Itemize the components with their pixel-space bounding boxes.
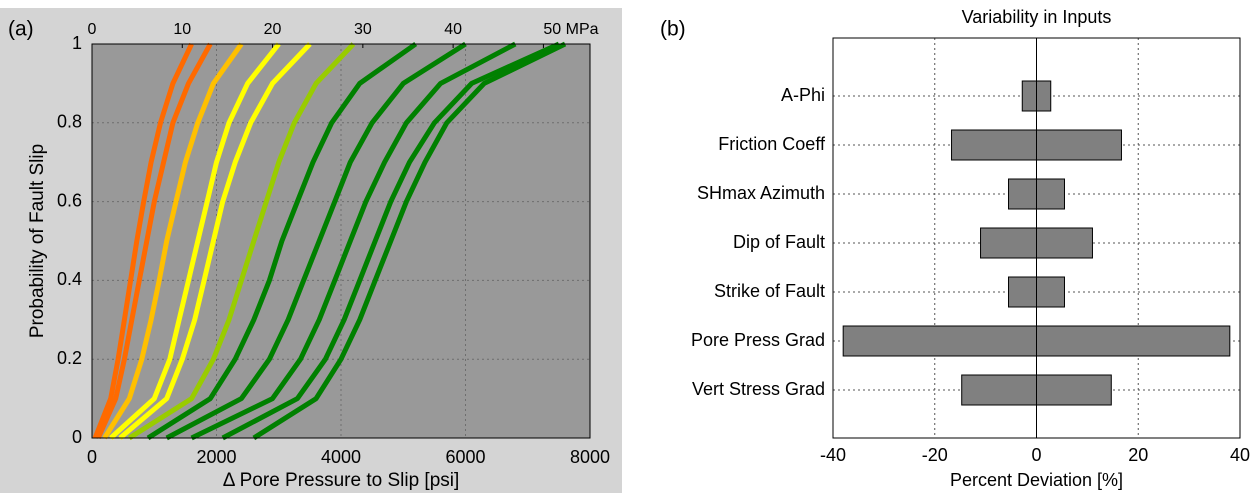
cdf-line bbox=[190, 41, 517, 441]
top-tick-label: 10 bbox=[173, 21, 191, 38]
bar bbox=[842, 325, 1037, 357]
cdf-line bbox=[127, 42, 356, 441]
panel-label: (a) bbox=[8, 18, 34, 41]
x-tick-label: 6000 bbox=[445, 447, 485, 467]
x-tick-label: -40 bbox=[820, 445, 846, 465]
cdf-line bbox=[221, 41, 560, 441]
category-label: Dip of Fault bbox=[733, 232, 825, 252]
x-tick-label: 0 bbox=[1031, 445, 1041, 465]
cdf-line bbox=[95, 42, 213, 440]
cdf-line bbox=[92, 42, 194, 439]
y-tick-label: 0.2 bbox=[57, 348, 82, 368]
y-tick-label: 0 bbox=[72, 427, 82, 447]
bar bbox=[951, 129, 1038, 161]
y-tick-label: 0.4 bbox=[57, 269, 82, 289]
cdf-line bbox=[252, 41, 567, 441]
cdf-line bbox=[118, 42, 312, 440]
category-label: SHmax Azimuth bbox=[697, 183, 825, 203]
bar bbox=[980, 227, 1037, 259]
bar bbox=[961, 374, 1037, 406]
y-tick-label: 0.6 bbox=[57, 190, 82, 210]
cdf-line bbox=[146, 41, 418, 441]
cdf-line bbox=[165, 41, 467, 441]
category-label: Friction Coeff bbox=[718, 134, 826, 154]
bar bbox=[1008, 178, 1037, 210]
bar bbox=[1036, 129, 1122, 161]
x-tick-label: 2000 bbox=[196, 447, 236, 467]
top-tick-label: 30 bbox=[354, 21, 372, 38]
y-axis-label: Probability of Fault Slip bbox=[27, 144, 48, 338]
x-tick-label: 40 bbox=[1230, 445, 1250, 465]
bar bbox=[1036, 178, 1065, 210]
x-tick-label: -20 bbox=[922, 445, 948, 465]
top-tick-label: 0 bbox=[88, 21, 97, 38]
cdf-line bbox=[102, 42, 244, 440]
bar bbox=[1036, 80, 1052, 112]
bar bbox=[1036, 227, 1093, 259]
cdf-line bbox=[109, 42, 281, 440]
x-axis-label: Δ Pore Pressure to Slip [psi] bbox=[223, 470, 460, 491]
bar bbox=[1036, 276, 1065, 308]
x-tick-label: 0 bbox=[87, 447, 97, 467]
bar bbox=[1036, 374, 1112, 406]
x-tick-label: 20 bbox=[1128, 445, 1148, 465]
category-label: Pore Press Grad bbox=[691, 330, 825, 350]
top-tick-label: 40 bbox=[444, 21, 462, 38]
category-label: Vert Stress Grad bbox=[692, 379, 825, 399]
bar bbox=[1036, 325, 1231, 357]
x-tick-label: 4000 bbox=[321, 447, 361, 467]
category-label: A-Phi bbox=[781, 85, 825, 105]
plot-frame bbox=[91, 43, 591, 439]
category-label: Strike of Fault bbox=[714, 281, 825, 301]
plot-frame bbox=[832, 37, 1241, 439]
y-tick-label: 1 bbox=[72, 33, 82, 53]
x-tick-label: 8000 bbox=[570, 447, 610, 467]
panel-label: (b) bbox=[660, 18, 686, 41]
top-tick-label: 20 bbox=[264, 21, 282, 38]
top-tick-label: 50 MPa bbox=[543, 21, 598, 38]
y-tick-label: 0.8 bbox=[57, 112, 82, 132]
bar bbox=[1008, 276, 1037, 308]
chart-title: Variability in Inputs bbox=[962, 7, 1112, 27]
x-axis-label: Percent Deviation [%] bbox=[950, 470, 1123, 490]
bar bbox=[1021, 80, 1038, 112]
